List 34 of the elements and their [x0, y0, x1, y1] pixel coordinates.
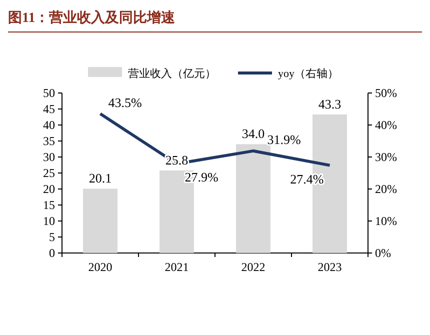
chart-title: 图11：营业收入及同比增速 — [8, 10, 176, 26]
data-label: 27.4% — [290, 171, 324, 186]
data-label: 34.0 — [242, 126, 265, 142]
y2-tick-label: 20% — [375, 182, 397, 196]
y2-tick-label: 30% — [375, 150, 397, 164]
y-tick-label: 10 — [43, 214, 55, 228]
data-label: 27.9% — [184, 170, 218, 185]
x-tick-label: 2020 — [88, 260, 112, 274]
x-tick-label: 2021 — [164, 260, 189, 274]
x-tick-label: 2022 — [241, 260, 266, 274]
legend-label: yoy（右轴） — [278, 67, 338, 80]
y2-tick-label: 50% — [375, 86, 397, 100]
y-tick-label: 15 — [43, 198, 55, 212]
y-tick-label: 20 — [43, 182, 55, 196]
data-label: 43.5% — [108, 94, 142, 110]
y-tick-label: 25 — [43, 166, 55, 180]
y-tick-label: 0 — [49, 246, 55, 260]
legend-label: 营业收入（亿元） — [128, 67, 216, 80]
y-tick-label: 50 — [43, 86, 55, 100]
bar — [236, 144, 270, 253]
bar — [83, 188, 118, 253]
y-tick-label: 45 — [43, 102, 55, 116]
y-tick-label: 5 — [49, 230, 55, 244]
x-tick-label: 2023 — [318, 260, 342, 274]
data-label: 43.3 — [318, 96, 342, 112]
y2-tick-label: 0% — [375, 246, 391, 260]
y2-tick-label: 10% — [375, 214, 397, 228]
data-label: 20.1 — [88, 170, 112, 186]
line-series — [98, 112, 332, 167]
y2-tick-label: 40% — [375, 118, 397, 132]
data-label: 31.9% — [267, 132, 301, 147]
y-tick-label: 35 — [43, 134, 55, 148]
y-tick-label: 40 — [43, 118, 55, 132]
y-tick-label: 30 — [43, 150, 55, 164]
